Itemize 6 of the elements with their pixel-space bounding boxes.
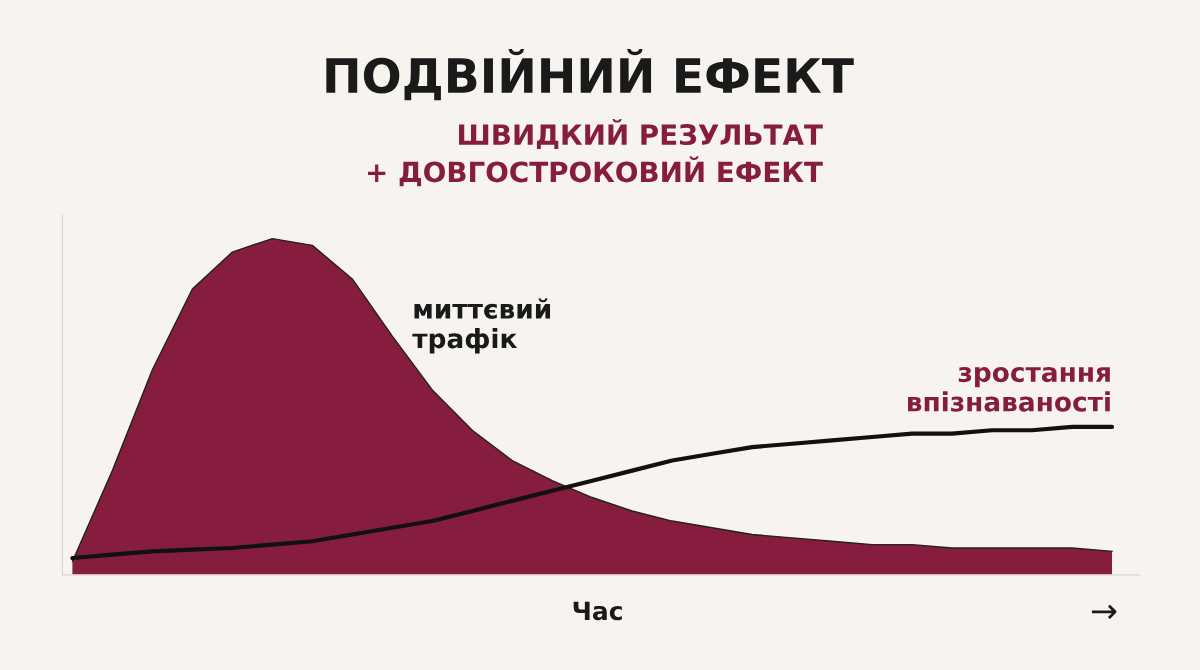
chart-title: ПОДВІЙНИЙ ЕФЕКТ: [326, 49, 854, 101]
annotation: зростання впізнаваності: [908, 367, 1110, 412]
x-axis-title: Час: [573, 601, 622, 621]
chart-subtitle: ШВИДКИЙ РЕЗУЛЬТАТ + ДОВГОСТРОКОВИЙ ЕФЕКТ: [367, 118, 823, 187]
annotation: миттєвий трафік: [412, 298, 551, 354]
text: →: [1091, 604, 1117, 619]
